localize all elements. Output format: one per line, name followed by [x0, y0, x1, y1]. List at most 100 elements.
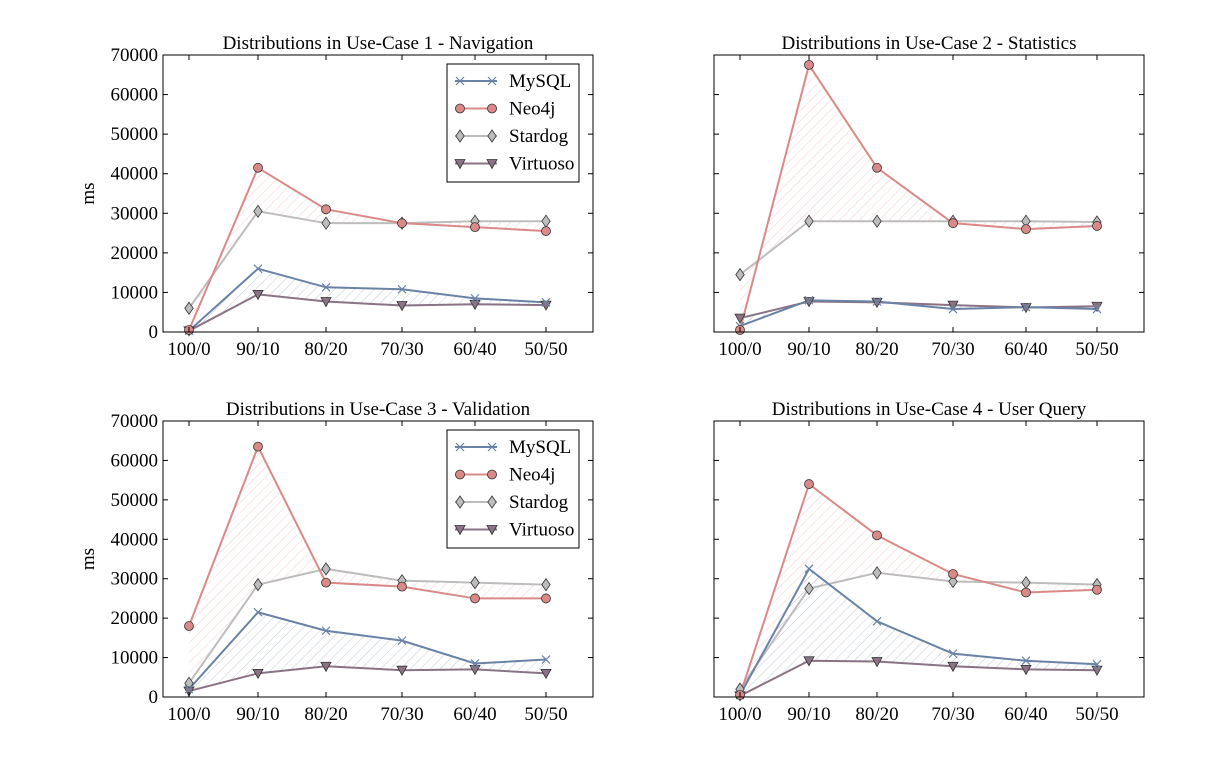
y-tick-label: 30000 [111, 203, 159, 224]
neo4j-point-4 [470, 593, 480, 604]
neo4j-point-2 [321, 204, 331, 215]
neo4j-point-0 [184, 621, 194, 631]
y-tick-label: 30000 [111, 569, 159, 590]
mysql-point-5 [541, 655, 551, 664]
x-tick-label: 60/40 [1004, 704, 1047, 725]
x-tick-label: 50/50 [524, 339, 567, 360]
neo4j-line [739, 482, 1098, 696]
x-tick-label: 60/40 [453, 704, 496, 725]
y-tick-label: 60000 [111, 450, 159, 471]
stardog-point-0 [735, 267, 745, 282]
mysql-point-0 [184, 684, 194, 694]
legend-label-neo4j: Neo4j [509, 465, 555, 486]
x-tick-label: 70/30 [380, 704, 423, 725]
stardog-point-4 [470, 575, 480, 590]
neo4j-point-5 [541, 593, 551, 604]
fill-neo4j-stardog [189, 446, 546, 684]
virtuoso-point-3 [396, 665, 408, 677]
legend-virtuoso-point-a [454, 159, 466, 170]
y-tick-label: 50000 [111, 124, 159, 145]
mysql-point-5 [1092, 659, 1102, 669]
stardog-point-1 [253, 577, 263, 592]
fill-neo4j-stardog [189, 167, 546, 331]
stardog-line [739, 571, 1098, 690]
y-tick-label: 10000 [111, 282, 159, 303]
legend: MySQL Neo4j Stardog Virtuoso [446, 429, 580, 549]
stardog-point-2 [872, 214, 882, 228]
mysql-line [739, 299, 1098, 328]
virtuoso-point-2 [320, 661, 332, 673]
y-tick-label: 50000 [111, 490, 159, 511]
mysql-point-1 [253, 264, 263, 274]
mysql-point-2 [321, 282, 331, 292]
y-tick-label: 20000 [111, 608, 159, 629]
virtuoso-point-3 [947, 661, 959, 673]
virtuoso-line [739, 659, 1098, 697]
stardog-point-2 [321, 562, 331, 576]
mysql-point-1 [253, 607, 263, 617]
neo4j-point-4 [1021, 224, 1031, 235]
axes-frame [713, 54, 1145, 333]
mysql-point-2 [321, 626, 331, 636]
y-tick-label: 0 [149, 687, 159, 708]
mysql-point-4 [1021, 656, 1031, 666]
mysql-point-3 [397, 636, 407, 646]
chart-title: Distributions in Use-Case 2 - Statistics [781, 33, 1076, 54]
virtuoso-point-5 [1091, 665, 1103, 677]
virtuoso-point-1 [252, 290, 264, 301]
neo4j-line [188, 166, 547, 331]
legend-label-mysql: MySQL [509, 71, 571, 92]
x-tick-label: 50/50 [1075, 704, 1118, 725]
virtuoso-point-4 [1020, 665, 1032, 676]
chart-title: Distributions in Use-Case 4 - User Query [772, 399, 1087, 420]
chart-panel-4: 100/0 90/10 80/20 70/30 60/40 50/50 Distributi… [713, 399, 1145, 725]
x-tick-label: 80/20 [855, 704, 898, 725]
mysql-point-5 [1092, 304, 1102, 314]
fill-mysql-virtuoso [740, 568, 1097, 696]
neo4j-line [188, 444, 546, 627]
mysql-point-2 [872, 297, 882, 306]
legend-mysql-point-a [455, 76, 465, 86]
x-tick-label: 70/30 [380, 339, 423, 360]
x-tick-label: 80/20 [855, 339, 898, 360]
neo4j-point-3 [397, 218, 407, 229]
y-tick-label: 10000 [111, 648, 159, 669]
fill-neo4j-stardog [740, 484, 1097, 696]
fill-mysql-virtuoso [189, 268, 546, 331]
neo4j-point-3 [397, 581, 407, 592]
mysql-point-3 [948, 649, 958, 659]
x-tick-label: 50/50 [524, 704, 567, 725]
virtuoso-line [739, 300, 1098, 320]
legend-stardog-point-a [455, 129, 465, 143]
stardog-line [188, 210, 546, 309]
stardog-point-3 [948, 574, 958, 589]
x-tick-label: 50/50 [1075, 339, 1118, 360]
x-tick-label: 90/10 [787, 704, 830, 725]
axes-frame [713, 420, 1145, 698]
x-tick-label: 70/30 [931, 704, 974, 725]
virtuoso-point-5 [540, 668, 552, 680]
y-tick-label: 70000 [111, 45, 159, 66]
legend-frame [446, 429, 580, 549]
fill-neo4j-stardog [740, 64, 1097, 331]
fill-mysql-virtuoso [189, 612, 546, 692]
virtuoso-point-2 [871, 297, 883, 309]
legend-mysql-point-b [487, 76, 497, 86]
virtuoso-line [188, 665, 547, 693]
x-tick-label: 70/30 [931, 339, 974, 360]
legend-neo4j-point-b [487, 469, 497, 480]
stardog-point-2 [872, 566, 882, 580]
virtuoso-point-1 [252, 668, 264, 680]
chart-panel-3: 0 10000 20000 30000 40000 50000 60000 70000 100/… [78, 399, 594, 725]
legend-virtuoso-point-b [486, 159, 498, 170]
neo4j-point-3 [948, 218, 958, 229]
mysql-point-3 [397, 284, 407, 294]
mysql-point-1 [804, 295, 814, 305]
axes-frame [162, 54, 594, 333]
neo4j-point-1 [253, 162, 263, 173]
x-tick-label: 60/40 [453, 339, 496, 360]
x-tick-label: 90/10 [787, 339, 830, 360]
legend-label-stardog: Stardog [509, 492, 569, 513]
mysql-point-3 [948, 304, 958, 314]
chart-title: Distributions in Use-Case 3 - Validation [226, 399, 531, 420]
